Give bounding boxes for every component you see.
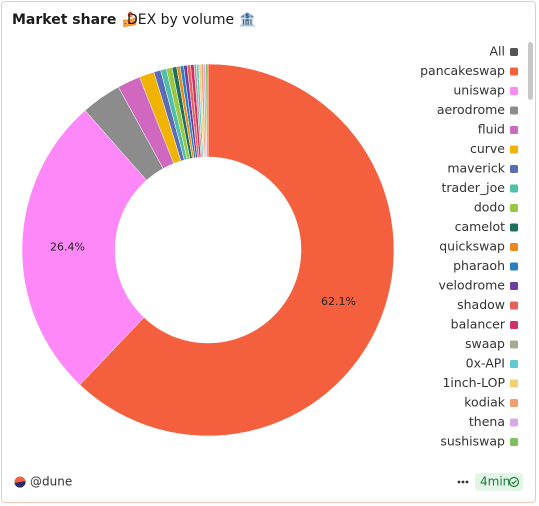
data-label: 26.4% [50,240,85,253]
legend-label[interactable]: balancer [451,317,506,332]
legend-label[interactable]: trader_joe [441,180,505,195]
legend-swatch [510,87,518,95]
dune-logo-part [14,481,26,488]
legend-swatch [510,48,518,56]
legend-label[interactable]: sushiswap [440,434,505,449]
check-mark [511,480,517,485]
legend-label[interactable]: pharaoh [453,258,505,273]
legend-label[interactable]: velodrome [438,278,505,293]
legend-swatch [510,67,518,76]
age-label: 4min [480,475,510,489]
legend-label[interactable]: quickswap [439,239,505,254]
legend-swatch [510,438,518,446]
legend-swatch [510,321,518,329]
legend-label[interactable]: camelot [455,219,506,234]
legend-swatch [510,379,518,388]
legend-swatch [510,340,518,349]
data-label: 62.1% [321,295,356,308]
legend-swatch [510,243,518,251]
legend-swatch [510,418,518,427]
legend-swatch [510,262,518,271]
slice[interactable] [205,63,209,158]
legend-label[interactable]: curve [470,141,505,156]
legend-swatch [510,399,518,407]
legend-label[interactable]: kodiak [464,395,506,410]
legend-label[interactable]: All [490,44,506,59]
age-badge [475,473,523,491]
legend-label[interactable]: pancakeswap [420,63,505,78]
legend-label[interactable]: 0x-API [466,356,505,371]
legend-swatch [510,301,518,310]
legend-swatch [510,145,518,154]
legend-label[interactable]: thena [469,414,505,429]
legend-swatch [510,106,518,115]
legend-swatch [510,204,518,212]
legend-swatch [510,360,518,368]
more-button[interactable] [457,480,469,484]
chart-subtitle: DEX by volume 🏦 [127,11,256,28]
legend-label[interactable]: maverick [447,161,505,176]
legend-label[interactable]: swaap [465,336,505,351]
scrollbar[interactable] [528,42,533,100]
legend-label[interactable]: dodo [474,200,505,215]
chart-title: Market share 🍰 [12,11,139,28]
legend-swatch [510,126,518,134]
legend-swatch [510,223,518,232]
footer-source[interactable]: @dune [30,475,72,489]
legend-label[interactable]: uniswap [453,83,505,98]
legend-label[interactable]: shadow [457,297,505,312]
check-icon [508,476,520,488]
legend-swatch [510,282,518,290]
legend-label[interactable]: fluid [478,122,505,137]
slice[interactable] [79,63,395,437]
legend-swatch [510,165,518,173]
legend-label[interactable]: 1inch-LOP [442,375,505,390]
slice[interactable] [21,110,147,386]
legend-label[interactable]: aerodrome [437,102,505,117]
legend-swatch [510,184,518,193]
